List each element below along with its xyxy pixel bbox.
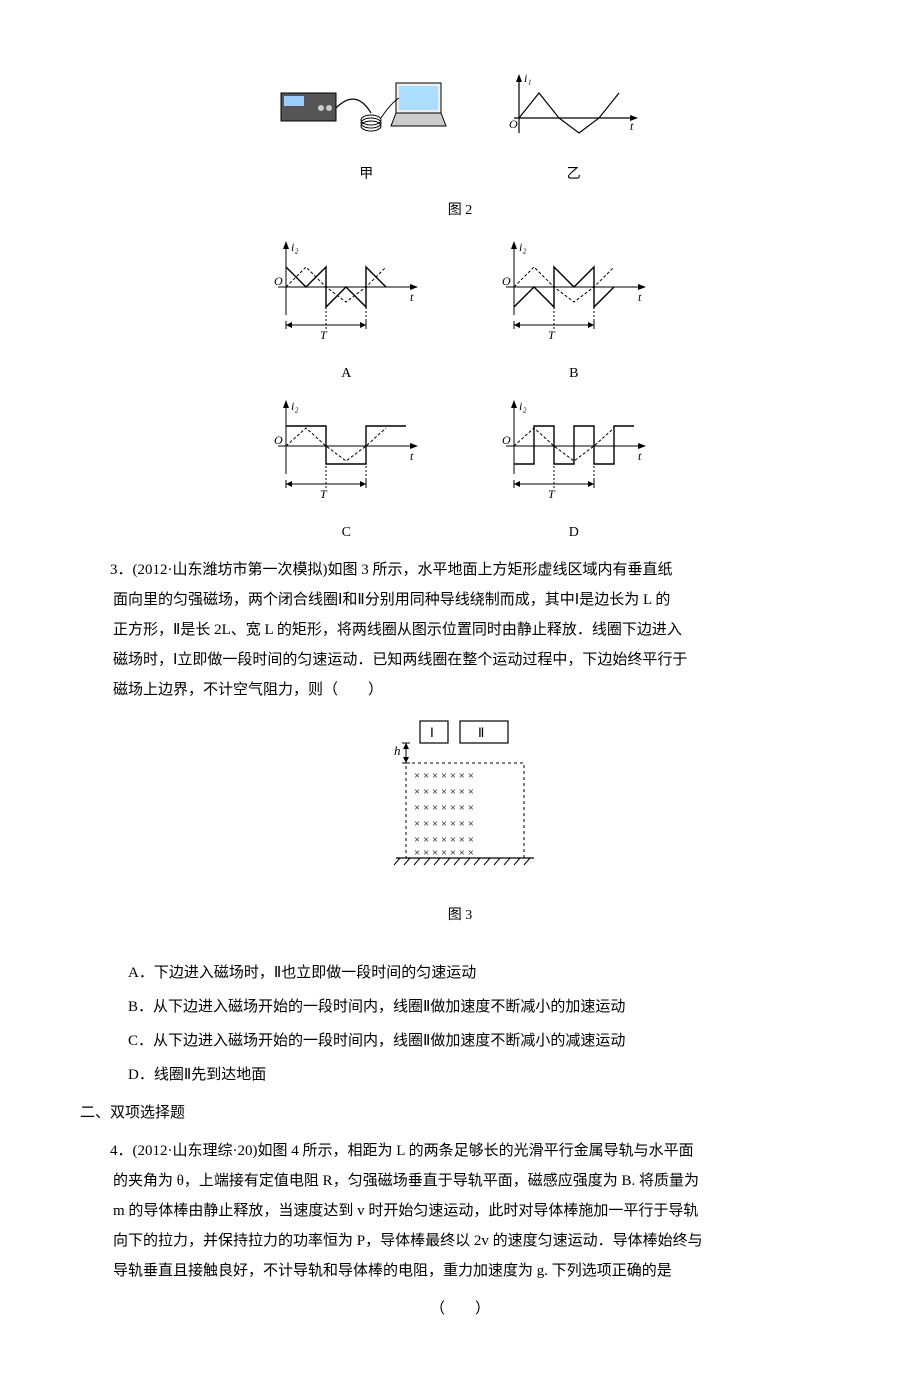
- svg-text:T: T: [548, 487, 556, 501]
- svg-text:t: t: [638, 449, 642, 463]
- q3-line3: 正方形，Ⅱ是长 2L、宽 L 的矩形，将两线圈从图示位置同时由静止释放．线圈下边…: [80, 615, 840, 645]
- q3-line5: 磁场上边界，不计空气阻力，则（ ）: [80, 675, 840, 705]
- q3-option-d: D．线圈Ⅱ先到达地面: [80, 1060, 840, 1090]
- option-graph-a: i₂ t O T A: [266, 237, 426, 388]
- q3-line1: (2012·山东潍坊市第一次模拟)如图 3 所示，水平地面上方矩形虚线区域内有垂…: [133, 562, 673, 578]
- svg-text:i₂: i₂: [519, 240, 527, 254]
- options-row-cd: i₂ t O T C i₂ t O: [80, 396, 840, 547]
- figure-2-row: 甲 i₁ t O 乙: [80, 68, 840, 189]
- q3-line2: 面向里的匀强磁场，两个闭合线圈Ⅰ和Ⅱ分别用同种导线绕制而成，其中Ⅰ是边长为 L …: [80, 585, 840, 615]
- svg-text:i₂: i₂: [519, 399, 527, 413]
- opt-d-label: D: [494, 519, 654, 547]
- q4-line4: 向下的拉力，并保持拉力的功率恒为 P，导体棒最终以 2v 的速度匀速运动．导体棒…: [80, 1226, 840, 1256]
- opt-b-label: B: [494, 360, 654, 388]
- fig3-caption: 图 3: [80, 902, 840, 930]
- svg-text:i₂: i₂: [291, 240, 299, 254]
- svg-text:× × × × × × ×: × × × × × × ×: [414, 834, 474, 846]
- option-graph-b: i₂ t O T B: [494, 237, 654, 388]
- svg-text:O: O: [274, 433, 283, 447]
- question-4: 4．(2012·山东理综·20)如图 4 所示，相距为 L 的两条足够长的光滑平…: [80, 1136, 840, 1286]
- apparatus-photo: 甲: [276, 68, 456, 189]
- svg-text:O: O: [509, 117, 518, 131]
- svg-text:T: T: [320, 487, 328, 501]
- svg-text:O: O: [502, 433, 511, 447]
- svg-text:T: T: [548, 328, 556, 342]
- q3-line4: 磁场时，Ⅰ立即做一段时间的匀速运动．已知两线圈在整个运动过程中，下边始终平行于: [80, 645, 840, 675]
- q4-line5: 导轨垂直且接触良好，不计导轨和导体棒的电阻，重力加速度为 g. 下列选项正确的是: [80, 1256, 840, 1286]
- svg-text:t: t: [410, 449, 414, 463]
- fig2-left-label: 甲: [276, 161, 456, 189]
- svg-text:Ⅱ: Ⅱ: [478, 725, 484, 740]
- opt-a-label: A: [266, 360, 426, 388]
- option-graph-c: i₂ t O T C: [266, 396, 426, 547]
- svg-text:Ⅰ: Ⅰ: [430, 725, 434, 740]
- svg-text:i₂: i₂: [291, 399, 299, 413]
- svg-text:t: t: [630, 119, 634, 133]
- fig2-yi-graph: i₁ t O 乙: [504, 68, 644, 189]
- fig2-right-label: 乙: [504, 161, 644, 189]
- section-2-heading: 二、双项选择题: [80, 1098, 840, 1128]
- q3-option-c: C．从下边进入磁场开始的一段时间内，线圈Ⅱ做加速度不断减小的减速运动: [80, 1026, 840, 1056]
- svg-text:O: O: [274, 274, 283, 288]
- svg-text:t: t: [638, 290, 642, 304]
- figure-3: Ⅰ Ⅱ h × × × × × × × × × × × × × × × × × …: [80, 713, 840, 894]
- fig2-caption: 图 2: [80, 197, 840, 225]
- options-row-ab: i₂ t O T A i₂ t O: [80, 237, 840, 388]
- svg-text:× × × × × × ×: × × × × × × ×: [414, 786, 474, 798]
- option-graph-d: i₂ t O T D: [494, 396, 654, 547]
- question-3: 3．(2012·山东潍坊市第一次模拟)如图 3 所示，水平地面上方矩形虚线区域内…: [80, 555, 840, 705]
- svg-text:t: t: [410, 290, 414, 304]
- q3-option-a: A．下边进入磁场时，Ⅱ也立即做一段时间的匀速运动: [80, 958, 840, 988]
- svg-text:T: T: [320, 328, 328, 342]
- svg-text:h: h: [394, 743, 401, 758]
- q4-line2: 的夹角为 θ，上端接有定值电阻 R，匀强磁场垂直于导轨平面，磁感应强度为 B. …: [80, 1166, 840, 1196]
- svg-text:× × × × × × ×: × × × × × × ×: [414, 802, 474, 814]
- q4-number: 4．: [110, 1143, 133, 1159]
- q3-number: 3．: [110, 562, 133, 578]
- svg-text:× × × × × × ×: × × × × × × ×: [414, 818, 474, 830]
- q4-line1: (2012·山东理综·20)如图 4 所示，相距为 L 的两条足够长的光滑平行金…: [133, 1143, 694, 1159]
- svg-text:i₁: i₁: [524, 71, 532, 85]
- svg-text:× × × × × × ×: × × × × × × ×: [414, 847, 474, 859]
- q4-line3: m 的导体棒由静止释放，当速度达到 v 时开始匀速运动，此时对导体棒施加一平行于…: [80, 1196, 840, 1226]
- opt-c-label: C: [266, 519, 426, 547]
- q3-option-b: B．从下边进入磁场开始的一段时间内，线圈Ⅱ做加速度不断减小的加速运动: [80, 992, 840, 1022]
- svg-text:O: O: [502, 274, 511, 288]
- svg-text:× × × × × × ×: × × × × × × ×: [414, 770, 474, 782]
- q4-paren: （ ）: [80, 1294, 840, 1324]
